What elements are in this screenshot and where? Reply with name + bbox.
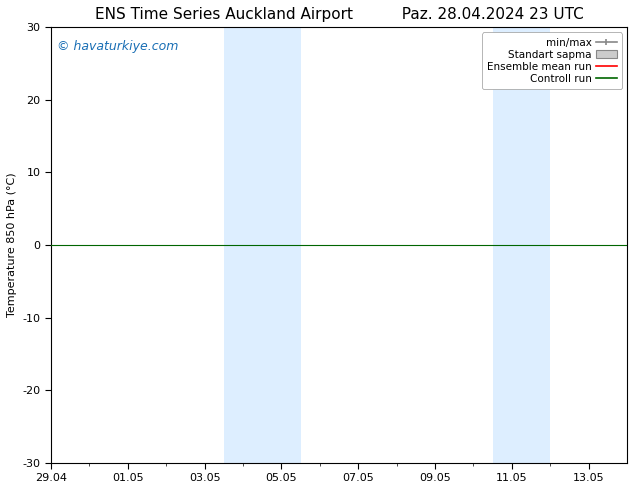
- Text: © havaturkiye.com: © havaturkiye.com: [57, 40, 178, 53]
- Title: ENS Time Series Auckland Airport          Paz. 28.04.2024 23 UTC: ENS Time Series Auckland Airport Paz. 28…: [94, 7, 583, 22]
- Bar: [493, 27, 550, 463]
- Y-axis label: Temperature 850 hPa (°C): Temperature 850 hPa (°C): [7, 172, 17, 317]
- Bar: [224, 27, 301, 463]
- Legend: min/max, Standart sapma, Ensemble mean run, Controll run: min/max, Standart sapma, Ensemble mean r…: [482, 32, 622, 89]
